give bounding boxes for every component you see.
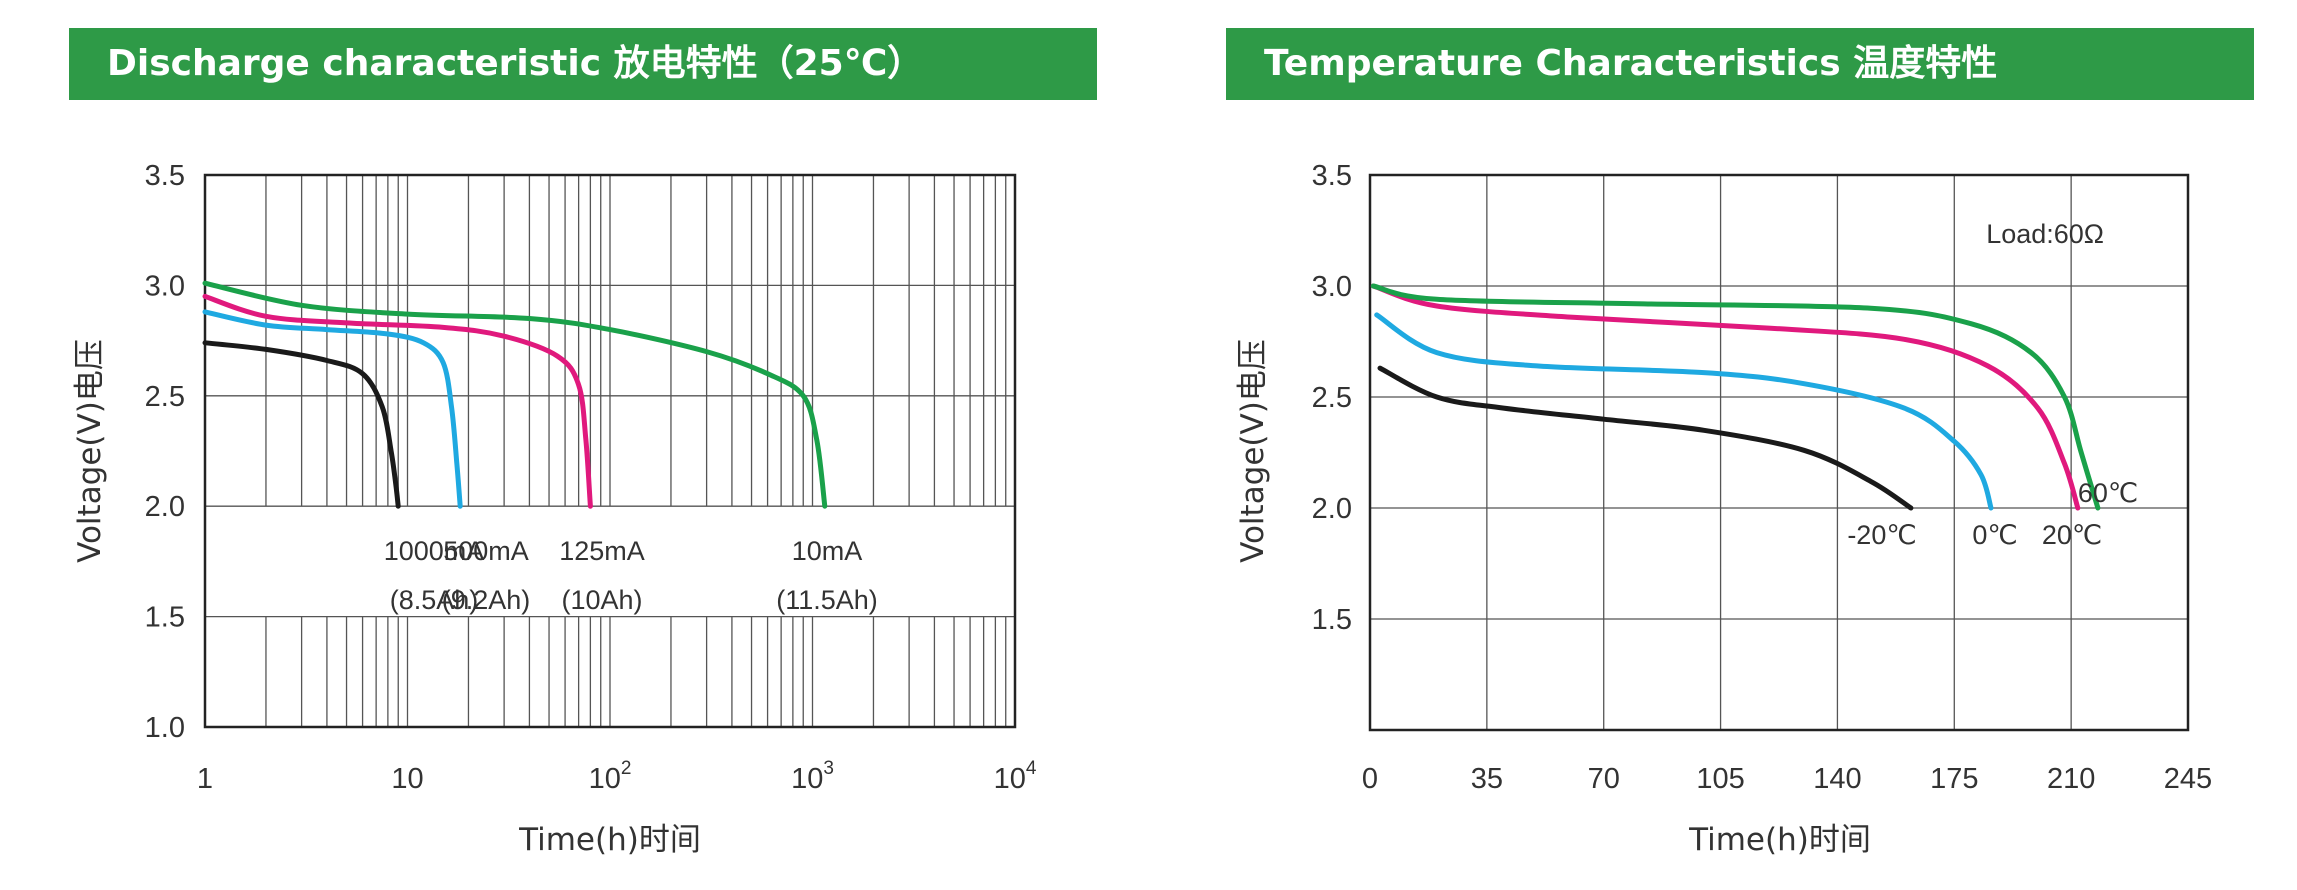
temperature-y-tick-label: 2.5 — [1312, 382, 1352, 414]
discharge-y-tick-label: 2.5 — [145, 381, 185, 413]
discharge-series-line-10ma — [202, 280, 828, 509]
temperature-x-tick-label: 105 — [1696, 763, 1744, 795]
temperature-series-label: 20℃ — [2042, 520, 2102, 550]
temperature-series-label: 60℃ — [2078, 478, 2138, 508]
temperature-y-axis-label: Voltage(V)电压 — [1235, 339, 1271, 563]
temperature-y-tick-label: 1.5 — [1312, 604, 1352, 636]
temperature-x-tick-label: 245 — [2164, 763, 2212, 795]
temperature-x-axis-label: Time(h)时间 — [1688, 822, 1871, 858]
temperature-series-label: 0℃ — [1972, 520, 2017, 550]
temperature-load-annotation: Load:60Ω — [1986, 219, 2104, 249]
discharge-y-tick-label: 2.0 — [145, 491, 185, 523]
discharge-x-tick-label: 1 — [197, 763, 213, 795]
discharge-y-tick-label: 3.0 — [145, 270, 185, 302]
temperature-series-line — [1370, 283, 2081, 511]
discharge-series-capacity-label: (10Ah) — [561, 585, 642, 615]
temperature-x-tick-label: 70 — [1588, 763, 1620, 795]
temperature-x-tick-label: 210 — [2047, 763, 2095, 795]
temperature-x-tick-label: 140 — [1813, 763, 1861, 795]
discharge-series-current-label: 10mA — [792, 536, 863, 566]
temperature-x-tick-label: 35 — [1471, 763, 1503, 795]
discharge-series-current-label: 125mA — [559, 536, 645, 566]
discharge-chart-title: Discharge characteristic 放电特性（25℃） — [69, 28, 1097, 100]
discharge-series-capacity-label: (8.5Ah) — [390, 585, 479, 615]
temperature-plot-frame — [1368, 173, 2190, 732]
temperature-chart-title: Temperature Characteristics 温度特性 — [1226, 28, 2254, 100]
temperature-x-tick-label: 0 — [1362, 763, 1378, 795]
discharge-x-tick-label: 102 — [589, 758, 632, 795]
discharge-x-tick-label: 10 — [391, 763, 423, 795]
temperature-y-tick-label: 3.5 — [1312, 160, 1352, 192]
discharge-series-capacity-label: (11.5Ah) — [776, 585, 878, 615]
temperature-series-line — [1374, 312, 1994, 511]
discharge-series-line-500ma — [202, 309, 463, 509]
discharge-y-axis-label: Voltage(V)电压 — [72, 339, 108, 563]
temperature-y-tick-label: 3.0 — [1312, 271, 1352, 303]
discharge-series-capacity-label: (9.2Ah) — [442, 585, 531, 615]
discharge-y-tick-label: 3.5 — [145, 160, 185, 192]
discharge-y-tick-label: 1.5 — [145, 602, 185, 634]
temperature-x-tick-label: 175 — [1930, 763, 1978, 795]
temperature-y-tick-label: 2.0 — [1312, 493, 1352, 525]
temperature-series-line — [1377, 365, 1914, 511]
discharge-series-current-label: 1000mA — [384, 536, 485, 566]
discharge-series-current-label: 500mA — [443, 536, 529, 566]
discharge-series-line-1000ma — [202, 340, 401, 509]
discharge-x-axis-label: Time(h)时间 — [518, 822, 701, 858]
temperature-series-label: -20℃ — [1847, 520, 1916, 550]
discharge-x-tick-label: 104 — [994, 758, 1037, 795]
discharge-x-tick-label: 103 — [791, 758, 834, 795]
discharge-series-line-125ma — [202, 293, 593, 509]
discharge-y-tick-label: 1.0 — [145, 712, 185, 744]
temperature-series-line — [1370, 283, 2101, 511]
discharge-plot-frame — [203, 173, 1017, 729]
